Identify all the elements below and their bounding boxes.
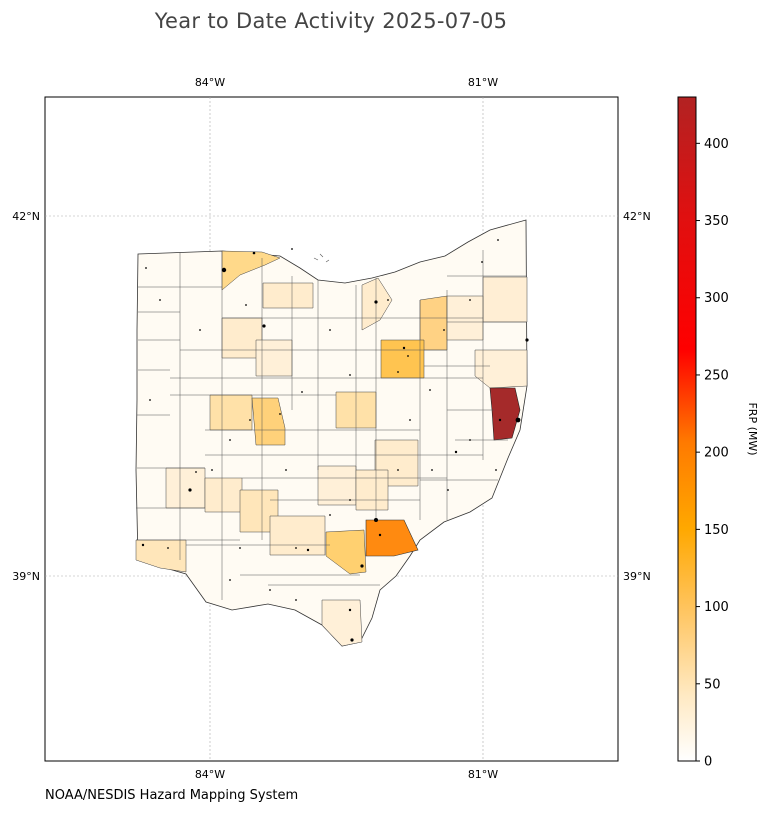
- lon-tick-top-81: 81°W: [468, 76, 498, 89]
- lon-tick-bottom-81: 81°W: [468, 768, 498, 781]
- colorbar-tick-label: 0: [704, 755, 712, 770]
- credit-text: NOAA/NESDIS Hazard Mapping System: [45, 788, 298, 803]
- colorbar-tick-label: 400: [704, 137, 729, 152]
- county-south-b: [321, 599, 363, 647]
- county-south-a: [269, 515, 326, 556]
- ohio-map: [135, 219, 529, 647]
- county-central-west-b: [251, 397, 286, 446]
- lat-tick-left-39: 39°N: [12, 570, 40, 583]
- lat-tick-right-42: 42°N: [623, 210, 651, 223]
- county-southeast-orange: [365, 519, 419, 557]
- county-southwest-b: [204, 477, 243, 513]
- fire-detections: [141, 239, 529, 642]
- county-central-west-a: [209, 394, 253, 431]
- county-southwest-a: [165, 467, 206, 509]
- county-south-central: [325, 529, 367, 575]
- colorbar-tick-label: 300: [704, 291, 729, 306]
- lat-tick-right-39: 39°N: [623, 570, 651, 583]
- lon-tick-bottom-84: 84°W: [195, 768, 225, 781]
- county-north-1: [262, 282, 314, 309]
- county-north-east-a: [361, 277, 393, 331]
- colorbar-tick-label: 250: [704, 368, 729, 383]
- county-northeast-b: [482, 276, 528, 323]
- colorbar-tick-label: 350: [704, 214, 729, 229]
- colorbar-tick-label: 150: [704, 523, 729, 538]
- colorbar: [677, 96, 697, 762]
- lat-tick-left-42: 42°N: [12, 210, 40, 223]
- county-east-upper: [474, 349, 528, 389]
- county-west-b: [255, 339, 293, 377]
- colorbar-tick-label: 50: [704, 677, 721, 692]
- colorbar-label: FRP (MW): [746, 402, 759, 455]
- colorbar-ticks: 0 50 100 150 200 250 300 350 400: [696, 137, 729, 770]
- colorbar-tick-label: 200: [704, 446, 729, 461]
- map-title: Year to Date Activity 2025-07-05: [154, 9, 508, 33]
- lake-erie-islands: [313, 253, 330, 263]
- county-center-b: [355, 469, 389, 511]
- lon-tick-top-84: 84°W: [195, 76, 225, 89]
- county-north-central-square: [380, 339, 425, 379]
- county-boundaries: [136, 250, 527, 600]
- county-center-a: [317, 465, 357, 506]
- colorbar-tick-label: 100: [704, 600, 729, 615]
